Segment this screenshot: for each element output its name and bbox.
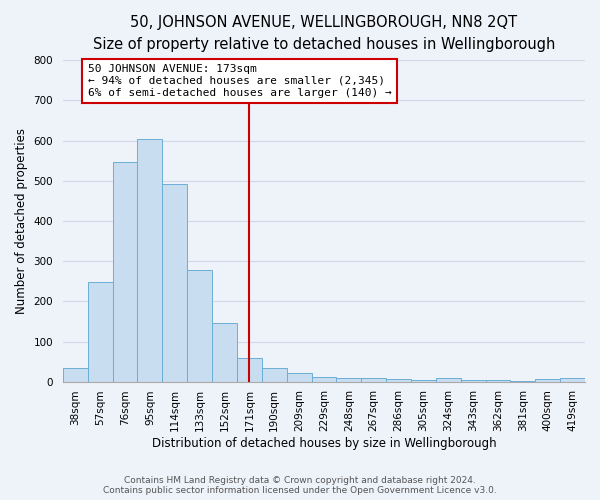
Bar bbox=[262, 368, 287, 382]
Bar bbox=[461, 380, 485, 382]
Bar bbox=[560, 378, 585, 382]
Bar bbox=[337, 378, 361, 382]
Text: Contains HM Land Registry data © Crown copyright and database right 2024.
Contai: Contains HM Land Registry data © Crown c… bbox=[103, 476, 497, 495]
Bar bbox=[386, 380, 411, 382]
Text: 50 JOHNSON AVENUE: 173sqm
← 94% of detached houses are smaller (2,345)
6% of sem: 50 JOHNSON AVENUE: 173sqm ← 94% of detac… bbox=[88, 64, 392, 98]
Bar bbox=[88, 282, 113, 382]
Bar bbox=[411, 380, 436, 382]
Bar bbox=[485, 380, 511, 382]
Bar bbox=[237, 358, 262, 382]
Bar bbox=[187, 270, 212, 382]
Bar bbox=[137, 138, 163, 382]
Bar bbox=[436, 378, 461, 382]
Bar bbox=[361, 378, 386, 382]
X-axis label: Distribution of detached houses by size in Wellingborough: Distribution of detached houses by size … bbox=[152, 437, 496, 450]
Bar bbox=[113, 162, 137, 382]
Title: 50, JOHNSON AVENUE, WELLINGBOROUGH, NN8 2QT
Size of property relative to detache: 50, JOHNSON AVENUE, WELLINGBOROUGH, NN8 … bbox=[93, 15, 555, 52]
Bar bbox=[287, 373, 311, 382]
Bar bbox=[511, 381, 535, 382]
Y-axis label: Number of detached properties: Number of detached properties bbox=[15, 128, 28, 314]
Bar bbox=[212, 324, 237, 382]
Bar bbox=[535, 379, 560, 382]
Bar bbox=[311, 377, 337, 382]
Bar bbox=[63, 368, 88, 382]
Bar bbox=[163, 184, 187, 382]
